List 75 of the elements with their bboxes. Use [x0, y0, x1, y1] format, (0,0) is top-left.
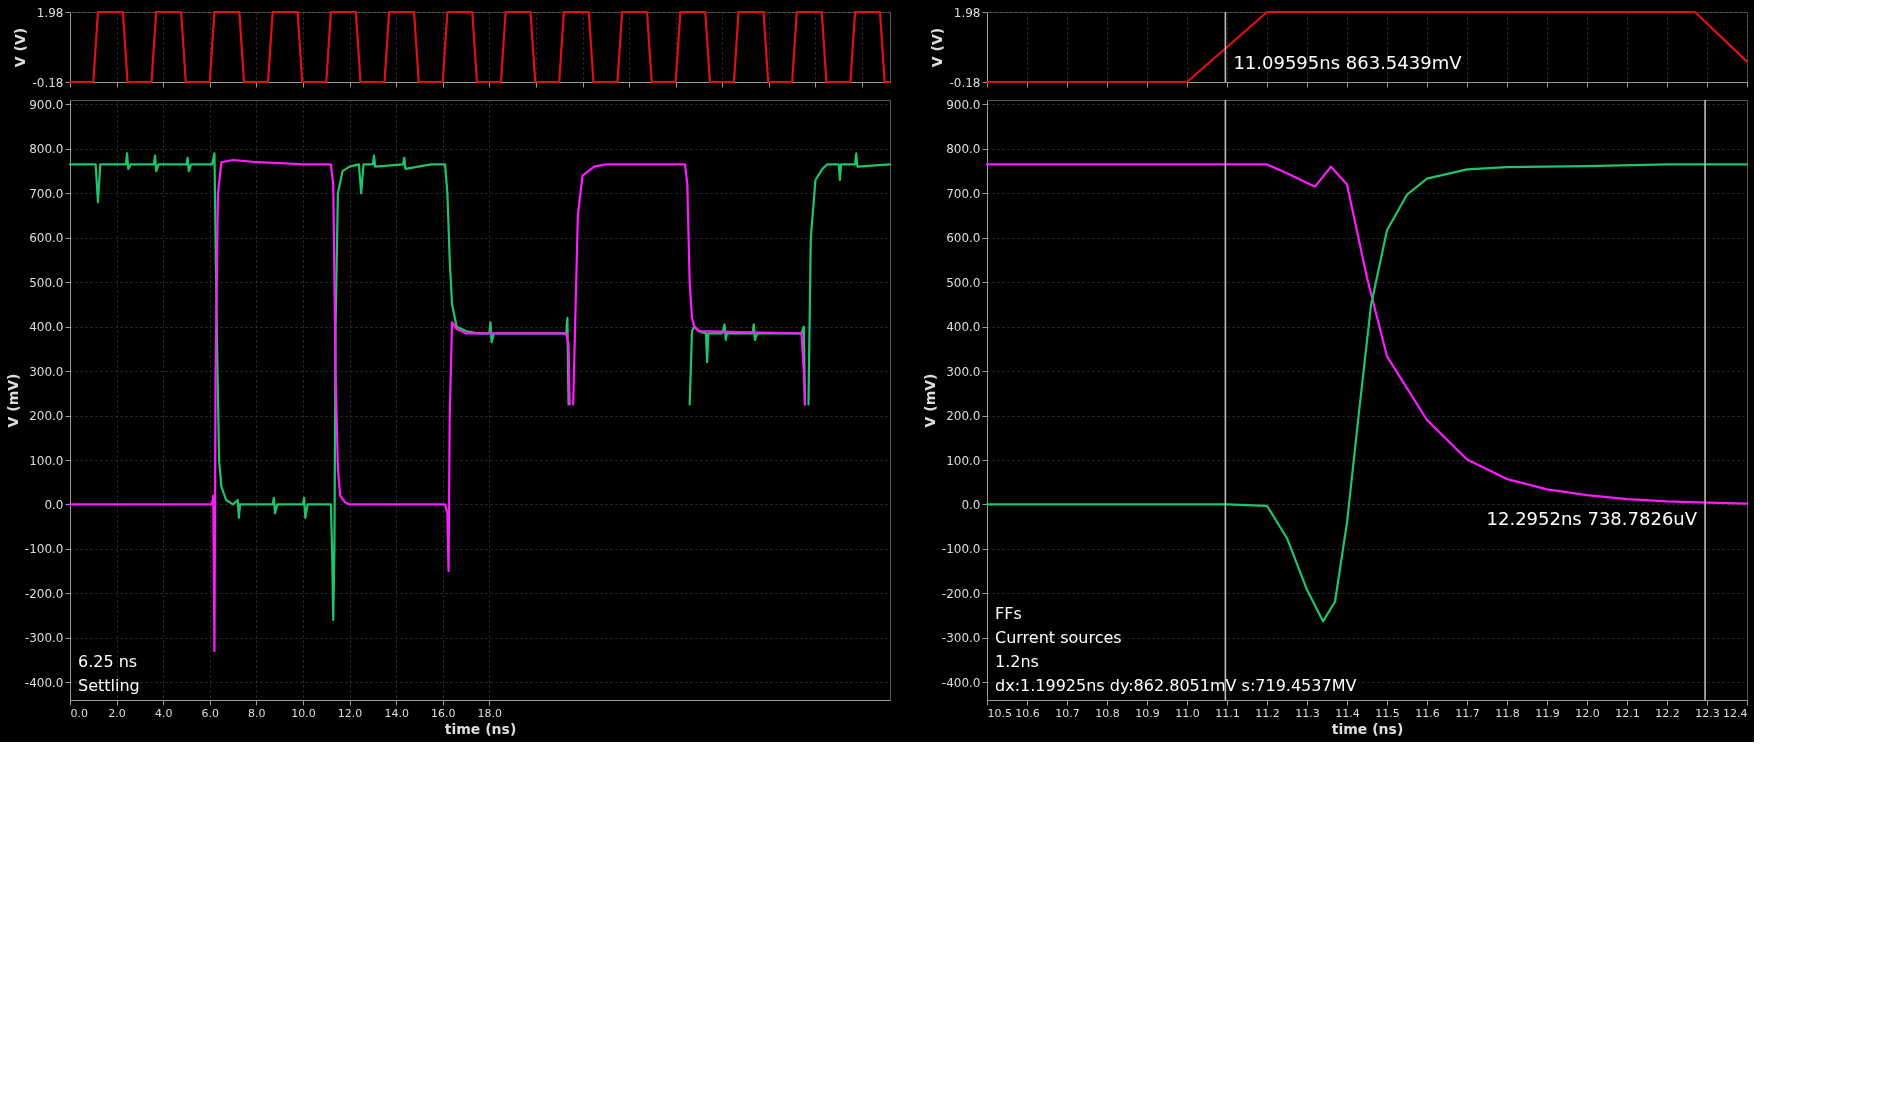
x-tick-label: 12.1 [1615, 706, 1640, 720]
x-tick-label: 11.8 [1495, 706, 1520, 720]
x-tick-label: 2.0 [108, 706, 126, 720]
y-axis-title: V (mV) [4, 373, 21, 428]
x-tick-label: 11.1 [1215, 706, 1240, 720]
y-tick-label: 400.0 [946, 320, 981, 335]
y-tick-label: 800.0 [29, 142, 64, 157]
y-tick-label: -300.0 [941, 631, 981, 646]
x-tick-label: 4.0 [154, 706, 173, 720]
x-tick-label: 12.2 [1655, 706, 1680, 720]
y-tick-label: 200.0 [29, 409, 64, 424]
annotation: 12.2952ns 738.7826uV [1486, 508, 1698, 530]
annotation: 11.09595ns 863.5439mV [1233, 52, 1463, 74]
y-tick-label: 1.98 [953, 5, 981, 20]
x-tick-label: 10.8 [1095, 706, 1120, 720]
x-tick-label: 6.0 [201, 706, 220, 720]
x-tick-label: 18.0 [477, 706, 503, 720]
x-tick-label: 0.0 [70, 706, 88, 720]
x-tick-label: 14.0 [384, 706, 409, 720]
y-tick-label: -100.0 [24, 542, 64, 557]
y-axis-title: V (mV) [921, 373, 938, 428]
y-tick-label: 900.0 [946, 97, 981, 112]
x-tick-label: 11.3 [1295, 706, 1320, 720]
annotation: 1.2ns [995, 652, 1039, 671]
y-tick-label: -400.0 [941, 675, 981, 690]
x-tick-label: 10.7 [1055, 706, 1080, 720]
y-tick-label: -200.0 [24, 586, 64, 601]
y-tick-label: -100.0 [941, 542, 981, 557]
x-tick-label: 16.0 [430, 706, 456, 720]
y-tick-label: -400.0 [24, 675, 64, 690]
y-tick-label: 600.0 [946, 231, 981, 246]
x-tick-label: 12.0 [337, 706, 363, 720]
x-axis-title: time (ns) [1331, 720, 1404, 737]
y-tick-label: 500.0 [946, 275, 981, 290]
x-tick-label: 11.4 [1335, 706, 1360, 720]
x-tick-label: 11.6 [1415, 706, 1440, 720]
annotation: FFs [995, 604, 1022, 623]
y-tick-label: -0.18 [949, 75, 981, 90]
y-tick-label: 300.0 [946, 364, 981, 379]
x-tick-label: 12.0 [1575, 706, 1600, 720]
x-tick-label: 12.4 [1723, 706, 1748, 720]
y-tick-label: 700.0 [946, 186, 981, 201]
y-tick-label: 0.0 [961, 497, 981, 512]
y-tick-label: 1.98 [36, 5, 64, 20]
y-tick-label: -300.0 [24, 631, 64, 646]
y-axis-title: V (V) [12, 27, 29, 68]
x-tick-label: 11.9 [1535, 706, 1560, 720]
x-tick-label: 10.5 [987, 706, 1012, 720]
x-tick-label: 11.7 [1455, 706, 1480, 720]
x-tick-label: 8.0 [248, 706, 266, 720]
x-tick-label: 10.0 [291, 706, 316, 720]
y-tick-label: 700.0 [29, 186, 64, 201]
annotation: Settling [78, 676, 140, 695]
x-tick-label: 12.3 [1695, 706, 1720, 720]
y-tick-label: 100.0 [29, 453, 64, 468]
y-tick-label: 0.0 [44, 497, 64, 512]
x-tick-label: 10.6 [1015, 706, 1040, 720]
x-tick-label: 11.0 [1175, 706, 1200, 720]
y-tick-label: 200.0 [946, 409, 981, 424]
y-tick-label: 500.0 [29, 275, 64, 290]
y-tick-label: -200.0 [941, 586, 981, 601]
y-tick-label: 400.0 [29, 320, 64, 335]
annotation: Current sources [995, 628, 1122, 647]
x-tick-label: 10.9 [1135, 706, 1160, 720]
y-tick-label: -0.18 [32, 75, 64, 90]
annotation: 6.25 ns [78, 652, 138, 671]
x-tick-label: 11.5 [1375, 706, 1400, 720]
y-tick-label: 300.0 [29, 364, 64, 379]
y-tick-label: 600.0 [29, 231, 64, 246]
y-tick-label: 900.0 [29, 97, 64, 112]
x-axis-title: time (ns) [444, 720, 517, 737]
y-axis-title: V (V) [929, 27, 946, 68]
y-tick-label: 800.0 [946, 142, 981, 157]
y-tick-label: 100.0 [946, 453, 981, 468]
x-tick-label: 11.2 [1255, 706, 1280, 720]
